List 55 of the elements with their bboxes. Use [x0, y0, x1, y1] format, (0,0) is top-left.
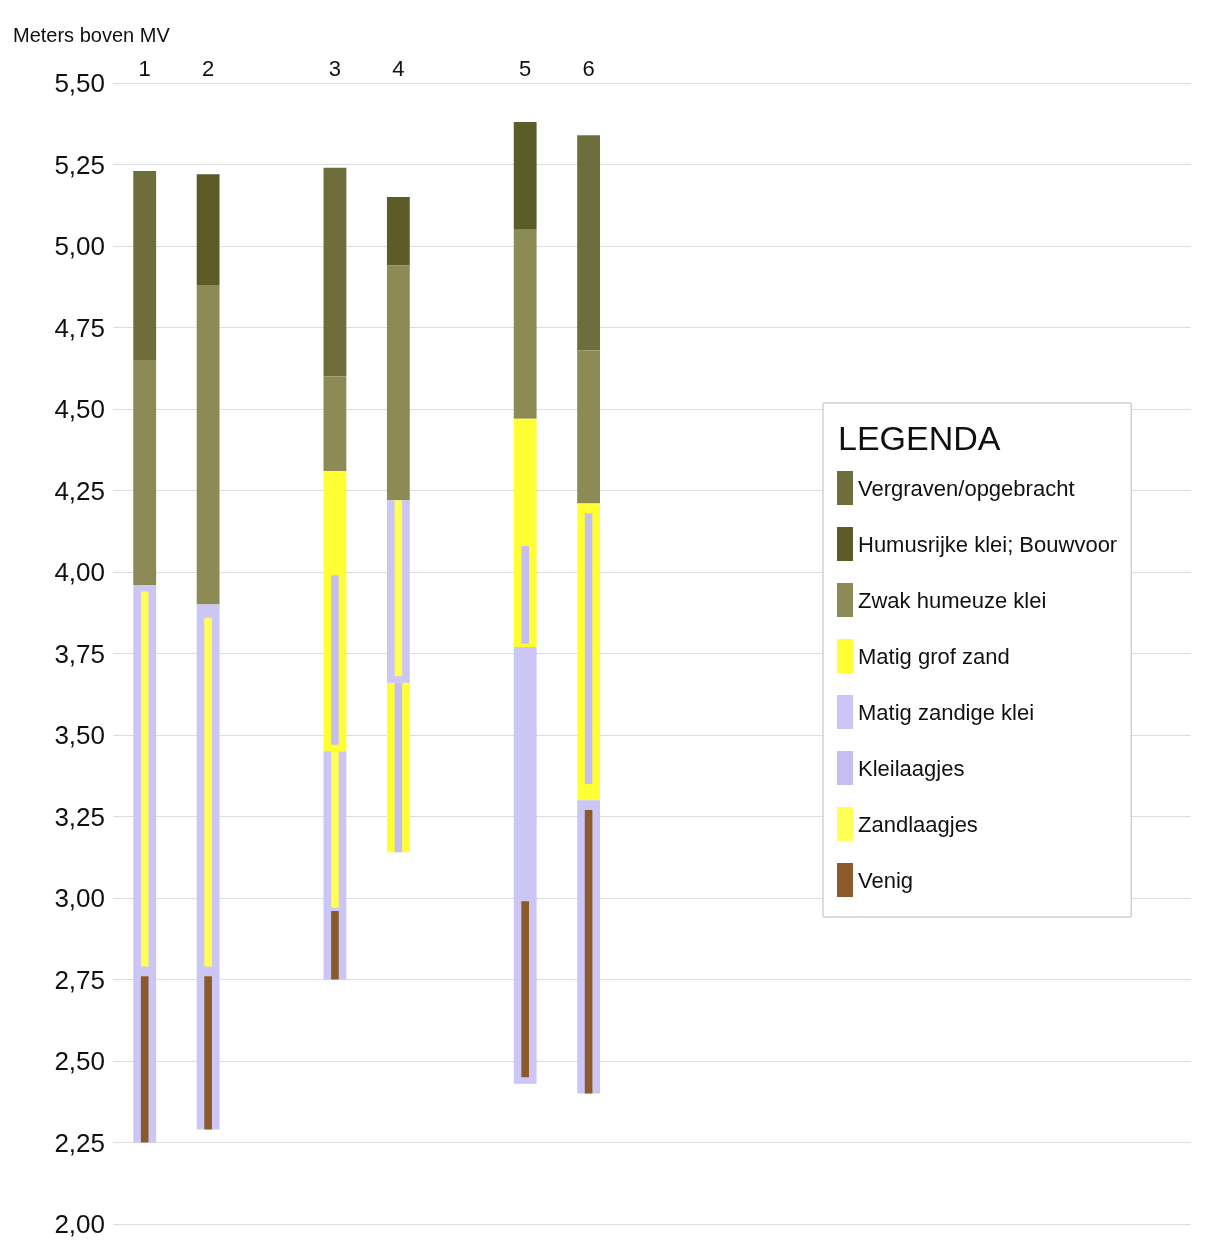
bar: [331, 575, 339, 745]
y-tick-label: 3,75: [54, 638, 105, 669]
bar: [196, 174, 220, 286]
bar: [584, 513, 593, 784]
bar: [323, 376, 347, 471]
bar: [140, 976, 149, 1143]
y-tick-label: 4,75: [54, 312, 105, 343]
x-tick-label: 2: [201, 55, 215, 81]
bar: [521, 901, 529, 1078]
y-tick-label: 4,00: [54, 557, 105, 587]
bar: [331, 751, 339, 908]
legend-label: Vergraven/opgebracht: [858, 475, 1075, 501]
legend-label: Kleilaagjes: [858, 755, 965, 781]
bar: [331, 911, 339, 980]
y-axis-title: Meters boven MV: [13, 24, 171, 46]
legend-label: Matig grof zand: [858, 643, 1010, 669]
bar: [196, 285, 220, 605]
bar: [204, 976, 212, 1130]
legend-label: Zandlaagjes: [858, 811, 978, 837]
bar: [577, 135, 600, 351]
x-tick-label: 4: [392, 55, 405, 81]
bar: [513, 229, 537, 419]
y-tick-label: 5,00: [54, 231, 105, 261]
bar: [584, 809, 593, 1094]
bar: [513, 122, 537, 230]
x-tick-label: 3: [328, 55, 342, 81]
y-tick-label: 3,25: [54, 801, 105, 832]
y-tick-label: 2,00: [54, 1209, 105, 1239]
x-tick-label: 6: [582, 55, 595, 81]
bar: [394, 500, 403, 677]
y-tick-label: 2,50: [54, 1046, 105, 1076]
y-tick-label: 4,50: [54, 394, 105, 424]
legend-title: LEGENDA: [838, 419, 1001, 457]
bar: [140, 591, 149, 967]
y-tick-label: 4,25: [54, 475, 105, 506]
y-tick-label: 5,25: [54, 149, 105, 180]
y-tick-label: 3,00: [54, 883, 105, 913]
legend-label: Zwak humeuze klei: [858, 587, 1047, 613]
bar: [133, 171, 157, 361]
bar: [323, 167, 347, 377]
x-tick-label: 1: [138, 55, 151, 81]
bar: [386, 197, 410, 266]
y-tick-label: 2,25: [54, 1127, 105, 1158]
bar: [133, 360, 157, 586]
bar: [577, 350, 600, 504]
y-tick-label: 2,75: [54, 964, 105, 995]
bar: [204, 617, 212, 967]
legend-label: Venig: [858, 867, 914, 893]
legend-label: Matig zandige klei: [858, 699, 1035, 725]
legend-label: Humusrijke klei; Bouwvoor: [858, 531, 1118, 557]
bar: [521, 545, 529, 644]
bar: [386, 265, 410, 501]
x-tick-label: 5: [519, 55, 532, 81]
y-tick-label: 5,50: [54, 68, 105, 98]
y-tick-label: 3,50: [54, 720, 105, 750]
